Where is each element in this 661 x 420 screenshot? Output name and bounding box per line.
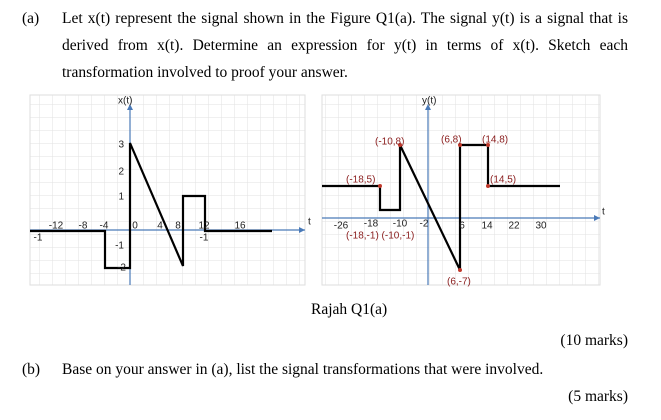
x-tick-label: -10 bbox=[393, 219, 408, 230]
x-tick-label: 12 bbox=[198, 221, 210, 232]
point-label: (14,5) bbox=[490, 175, 516, 186]
point-label: (6,-7) bbox=[447, 277, 471, 288]
x-tick-label: 4 bbox=[157, 221, 163, 232]
label: -1 bbox=[34, 233, 43, 244]
y-tick-label: -2 bbox=[117, 263, 126, 274]
point bbox=[458, 268, 462, 272]
marks: (5 marks) bbox=[568, 388, 628, 405]
axis-label: y(t) bbox=[422, 96, 436, 107]
marks: (10 marks) bbox=[560, 332, 628, 349]
x-tick-label: 14 bbox=[481, 221, 493, 232]
t-label: t bbox=[308, 217, 311, 228]
y-tick-label: 3 bbox=[118, 140, 124, 151]
label: -1 bbox=[200, 233, 209, 244]
question-text: Let x(t) represent the signal shown in t… bbox=[62, 10, 628, 27]
point-label: (-18,5) bbox=[346, 175, 375, 186]
point bbox=[378, 184, 382, 188]
x-tick-label: 30 bbox=[535, 221, 547, 232]
y-tick-label: 2 bbox=[118, 167, 124, 178]
question-text: derived from x(t). Determine an expressi… bbox=[62, 37, 628, 54]
x-tick-label: -8 bbox=[79, 221, 88, 232]
y-tick-label: -1 bbox=[115, 241, 124, 252]
t-label: t bbox=[602, 207, 605, 218]
point bbox=[458, 143, 462, 147]
question-text: transformation involved to proof your an… bbox=[62, 64, 348, 81]
point-label: (-10,8) bbox=[375, 137, 404, 148]
x-tick-label: -18 bbox=[364, 219, 379, 230]
x-tick-label: 6 bbox=[459, 221, 465, 232]
question-text: Base on your answer in (a), list the sig… bbox=[62, 361, 544, 378]
figures: x(t) t 3 2 1 -1 -2 -12 -8 -4 0 4 8 12 16… bbox=[29, 94, 605, 288]
axis-label: x(t) bbox=[118, 96, 132, 107]
x-tick-label: -4 bbox=[100, 221, 109, 232]
point-label: (14,8) bbox=[482, 135, 508, 146]
grid bbox=[29, 94, 306, 286]
figure-caption: Rajah Q1(a) bbox=[311, 301, 388, 318]
x-tick-label: 8 bbox=[175, 221, 181, 232]
point bbox=[486, 184, 490, 188]
x-tick-label: -26 bbox=[334, 221, 349, 232]
point-label: (-18,-1) (-10,-1) bbox=[346, 231, 414, 242]
signal-y bbox=[322, 143, 560, 271]
point-label: (6,8) bbox=[441, 135, 462, 146]
signal-x bbox=[30, 142, 272, 270]
x-tick-label: -12 bbox=[49, 221, 64, 232]
point bbox=[486, 143, 490, 147]
x-tick-label: 0 bbox=[132, 221, 138, 232]
question-label: (b) bbox=[22, 361, 41, 378]
x-tick-label: -2 bbox=[420, 219, 429, 230]
y-tick-label: 1 bbox=[118, 192, 124, 203]
question-label: (a) bbox=[22, 10, 40, 27]
x-tick-label: 16 bbox=[234, 221, 246, 232]
x-tick-label: 22 bbox=[508, 221, 520, 232]
point bbox=[398, 143, 402, 147]
